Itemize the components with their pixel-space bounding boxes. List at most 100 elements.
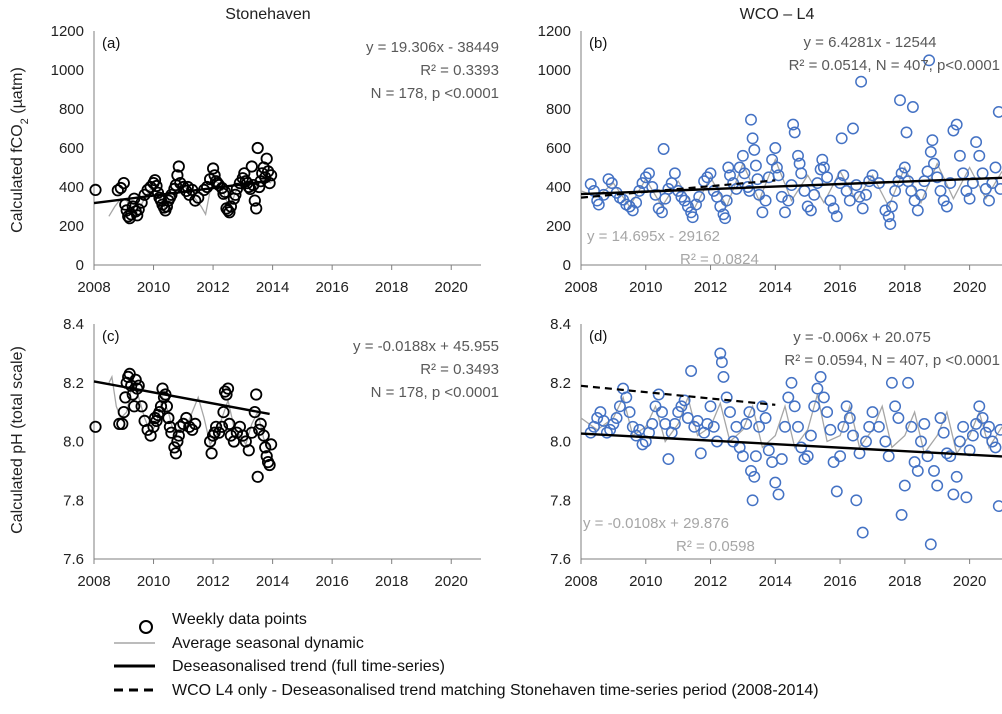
data-point (749, 159, 762, 172)
data-point (263, 177, 276, 190)
data-point (798, 184, 811, 197)
legend: Weekly data points Average seasonal dyna… (114, 611, 819, 699)
data-point (251, 141, 264, 155)
data-point (931, 171, 944, 184)
x-tick-label: 2008 (77, 573, 110, 590)
x-tick-label: 2014 (759, 279, 792, 296)
panel-d: 7.6 7.8 8.0 8.2 8.4 2008 2010 2012 2014 2016 2018 2… (550, 316, 1002, 590)
data-point (960, 491, 973, 504)
data-point (250, 388, 263, 401)
data-point (717, 370, 730, 383)
x-tick-label: 2016 (823, 573, 856, 590)
data-point (117, 405, 130, 419)
data-point (827, 202, 840, 215)
data-point (973, 149, 986, 162)
data-point (171, 435, 184, 448)
legend-label-trend2014: WCO L4 only - Deseasonalised trend match… (172, 682, 819, 699)
data-point (994, 423, 1002, 436)
seasonal-line (580, 394, 1002, 455)
data-point (937, 194, 950, 207)
data-point (979, 182, 992, 195)
data-point (623, 200, 636, 213)
data-point (856, 202, 869, 215)
data-point (906, 101, 919, 113)
data-point (688, 420, 701, 433)
ylabel-fco2-sub: 2 (19, 118, 31, 124)
data-point (759, 412, 772, 424)
data-point (215, 420, 229, 433)
y-tick-label: 8.0 (63, 434, 84, 451)
data-point (745, 464, 757, 477)
data-point (192, 191, 205, 204)
data-point (260, 152, 273, 165)
data-point (685, 365, 698, 377)
data-point (855, 75, 868, 88)
data-point (792, 149, 804, 162)
data-point (264, 169, 278, 182)
data-point (662, 453, 675, 466)
x-tick-label: 2008 (564, 573, 597, 590)
data-point (911, 464, 924, 477)
data-point (730, 420, 743, 433)
data-point (707, 420, 720, 433)
data-point (150, 179, 163, 193)
data-point (801, 200, 814, 213)
data-point (889, 400, 902, 413)
panel-c: 7.6 7.8 8.0 8.2 8.4 2008 2010 2012 2014 2016 2018 2… (63, 316, 499, 590)
equation-annotation: R² = 0.3493 (420, 361, 499, 378)
equation-annotation: y = -0.006x + 20.075 (793, 329, 931, 346)
data-point (177, 417, 190, 430)
data-point (924, 145, 937, 158)
data-point (863, 420, 876, 433)
data-point (212, 426, 226, 439)
data-point (898, 161, 911, 174)
x-tick-label: 2010 (629, 573, 662, 590)
data-point (788, 400, 801, 413)
data-point (850, 179, 863, 192)
data-point (769, 142, 782, 154)
data-point (921, 165, 934, 178)
ylabel-fco2-prefix: Calculated fCO (9, 124, 26, 233)
equation-annotation: y = -0.0188x + 45.955 (353, 338, 499, 355)
data-point (834, 450, 847, 463)
data-point (915, 188, 927, 201)
data-point (135, 400, 148, 413)
data-point (657, 143, 670, 155)
data-point (770, 161, 783, 174)
data-point (840, 400, 853, 413)
y-tick-label: 600 (59, 140, 84, 157)
title-stonehaven: Stonehaven (225, 6, 310, 23)
x-tick-label: 2012 (196, 573, 229, 590)
data-point (931, 479, 944, 492)
x-tick-label: 2016 (315, 279, 348, 296)
data-point (740, 417, 753, 430)
data-point (970, 417, 983, 430)
x-tick-label: 2020 (953, 573, 986, 590)
data-point (837, 420, 850, 433)
data-point (976, 167, 989, 180)
data-point (853, 190, 866, 203)
ylabel-fco2: Calculated fCO2 (µatm) (9, 67, 31, 233)
data-point (804, 429, 817, 442)
data-point (821, 171, 834, 184)
data-point (714, 200, 727, 213)
data-point (860, 188, 872, 201)
data-point (850, 494, 863, 507)
data-point (600, 426, 613, 439)
x-tick-label: 2020 (435, 279, 468, 296)
data-point (748, 470, 761, 483)
y-tick-label: 600 (546, 140, 571, 157)
data-point (160, 400, 173, 413)
x-tick-label: 2016 (315, 573, 348, 590)
trend-line (580, 176, 1002, 196)
data-point (911, 204, 924, 217)
data-point (934, 412, 947, 424)
data-point (751, 173, 764, 186)
data-point (934, 184, 947, 197)
data-point (782, 194, 795, 207)
x-tick-label: 2018 (375, 279, 408, 296)
data-point (245, 426, 258, 439)
data-point (630, 196, 643, 209)
data-point (782, 391, 795, 404)
data-point (895, 167, 908, 180)
